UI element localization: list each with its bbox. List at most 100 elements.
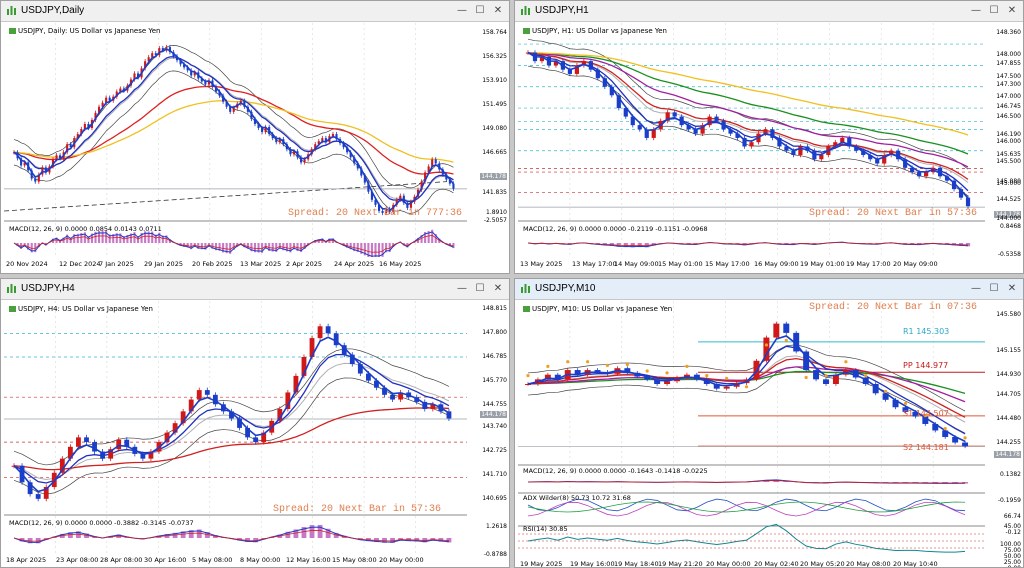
moving-average-line <box>527 51 969 136</box>
chart-window-daily[interactable]: USDJPY,Daily — ☐ ✕ USDJPY, Daily: US Dol… <box>0 0 510 274</box>
macd-main-line <box>13 231 454 257</box>
time-tick-label: 2 Apr 2025 <box>286 260 323 268</box>
time-axis[interactable]: 19 May 2025 19 May 16:00 19 May 18:40 19 Ma… <box>518 557 985 568</box>
minimize-icon[interactable]: — <box>971 5 981 16</box>
candle-body <box>23 162 26 166</box>
price-chart[interactable] <box>4 301 470 553</box>
chart-icon <box>7 284 16 293</box>
maximize-icon[interactable]: ☐ <box>989 5 999 16</box>
candle-body <box>903 159 908 168</box>
parabolic-sar-dot <box>526 374 530 378</box>
price-axis[interactable]: 148.360 148.000 147.855 147.500 147.300 147.0… <box>985 23 1023 258</box>
candle-body <box>889 150 894 155</box>
candle-body <box>140 453 146 459</box>
candle-body <box>654 379 661 384</box>
titlebar[interactable]: USDJPY,H1 — ☐ ✕ <box>515 1 1023 22</box>
minimize-icon[interactable]: — <box>971 283 981 294</box>
titlebar[interactable]: USDJPY,Daily — ☐ ✕ <box>1 1 509 22</box>
candle-body <box>932 423 939 431</box>
time-axis[interactable]: 18 Apr 2025 23 Apr 08:00 28 Apr 08:00 30 Ap… <box>4 553 467 567</box>
parabolic-sar-dot <box>685 364 689 368</box>
candle-body <box>261 128 264 133</box>
price-tick-label: 146.000 <box>996 138 1021 145</box>
macd-label: MACD(12, 26, 9) 0.0000 0.0000 -0.2119 -0… <box>523 225 708 233</box>
maximize-icon[interactable]: ☐ <box>475 5 485 16</box>
chart-window-m10[interactable]: USDJPY,M10 — ☐ ✕ USDJPY, M10: US Dollar … <box>514 278 1024 568</box>
candle-body <box>951 180 957 190</box>
titlebar[interactable]: USDJPY,H4 — ☐ ✕ <box>1 279 509 300</box>
candle-body <box>783 323 790 333</box>
window-title: USDJPY,H4 <box>21 283 75 294</box>
candle-body <box>917 172 922 177</box>
candle-body <box>221 404 226 412</box>
time-tick-label: 19 May 18:40 <box>614 560 659 568</box>
candle-body <box>69 144 72 148</box>
time-tick-label: 13 Mar 2025 <box>240 260 282 268</box>
candle-body <box>301 357 307 376</box>
price-axis[interactable]: 148.815 147.800 146.785 145.770 144.755 144.1… <box>467 301 509 558</box>
candle-body <box>602 78 607 87</box>
time-tick-label: 20 May 05:20 <box>800 560 845 568</box>
candle-body <box>574 370 581 375</box>
candle-body <box>896 150 901 160</box>
parabolic-sar-dot <box>645 369 649 373</box>
price-tick-label: 141.835 <box>482 189 507 196</box>
moving-average-line <box>13 85 454 175</box>
bollinger-upper <box>527 38 969 170</box>
time-tick-label: 19 May 17:00 <box>846 260 891 268</box>
candle-body <box>207 80 210 85</box>
price-tick-label: 146.500 <box>996 113 1021 120</box>
chart-window-h1[interactable]: USDJPY,H1 — ☐ ✕ USDJPY, H1: US Dollar vs… <box>514 0 1024 274</box>
trend-line <box>4 181 448 212</box>
candle-body <box>94 112 97 120</box>
candle-body <box>952 436 959 443</box>
candle-body <box>374 199 377 205</box>
price-chart[interactable] <box>4 23 470 257</box>
time-tick-label: 16 May 2025 <box>379 260 422 268</box>
time-axis[interactable]: 13 May 2025 13 May 17:00 14 May 09:00 15 Ma… <box>518 257 985 273</box>
price-axis[interactable]: 158.764 156.325 153.910 151.495 149.080 146.6… <box>467 23 509 257</box>
price-tick-label: 145.080 <box>996 178 1021 185</box>
candle-body <box>637 125 642 130</box>
parabolic-sar-dot <box>625 362 629 367</box>
maximize-icon[interactable]: ☐ <box>989 283 999 294</box>
symbol-description: USDJPY, Daily: US Dollar vs Japanese Yen <box>9 27 160 35</box>
candle-body <box>237 418 242 428</box>
minimize-icon[interactable]: — <box>457 283 467 294</box>
candle-body <box>164 432 170 443</box>
parabolic-sar-dot <box>804 375 808 380</box>
candle-body <box>225 101 228 107</box>
candle-body <box>398 392 404 400</box>
candle-body <box>958 189 964 198</box>
parabolic-sar-dot <box>725 376 729 381</box>
time-tick-label: 19 May 01:00 <box>800 260 845 268</box>
close-icon[interactable]: ✕ <box>1007 5 1017 16</box>
price-tick-label: 0.8468 <box>1000 223 1021 230</box>
close-icon[interactable]: ✕ <box>1007 283 1017 294</box>
candle-body <box>430 404 436 409</box>
candle-body <box>76 437 81 447</box>
price-chart[interactable] <box>518 23 988 257</box>
candle-body <box>882 155 887 164</box>
spread-info: Spread: 20 Next Bar in 57:36 <box>809 208 978 219</box>
close-icon[interactable]: ✕ <box>493 283 503 294</box>
candle-body <box>942 430 949 437</box>
parabolic-sar-dot <box>586 360 590 364</box>
moving-average-line <box>13 100 454 163</box>
indicator-list-icon <box>523 28 530 34</box>
close-icon[interactable]: ✕ <box>493 5 503 16</box>
candle-body <box>686 125 691 130</box>
maximize-icon[interactable]: ☐ <box>475 283 485 294</box>
titlebar[interactable]: USDJPY,M10 — ☐ ✕ <box>515 279 1023 300</box>
parabolic-sar-dot <box>943 427 947 431</box>
minimize-icon[interactable]: — <box>457 5 467 16</box>
candle-body <box>100 451 106 459</box>
bollinger-lower <box>527 366 966 434</box>
chart-window-h4[interactable]: USDJPY,H4 — ☐ ✕ USDJPY, H4: US Dollar vs… <box>0 278 510 568</box>
price-axis[interactable]: 145.580 145.155 144.930 144.705 144.480 144.2… <box>985 301 1023 567</box>
time-axis[interactable]: 20 Nov 2024 12 Dec 2024 7 Jan 2025 29 Jan 2… <box>4 257 467 273</box>
price-chart[interactable] <box>518 301 988 557</box>
parabolic-sar-dot <box>764 343 768 347</box>
candle-body <box>852 370 859 378</box>
candle-body <box>539 56 545 62</box>
